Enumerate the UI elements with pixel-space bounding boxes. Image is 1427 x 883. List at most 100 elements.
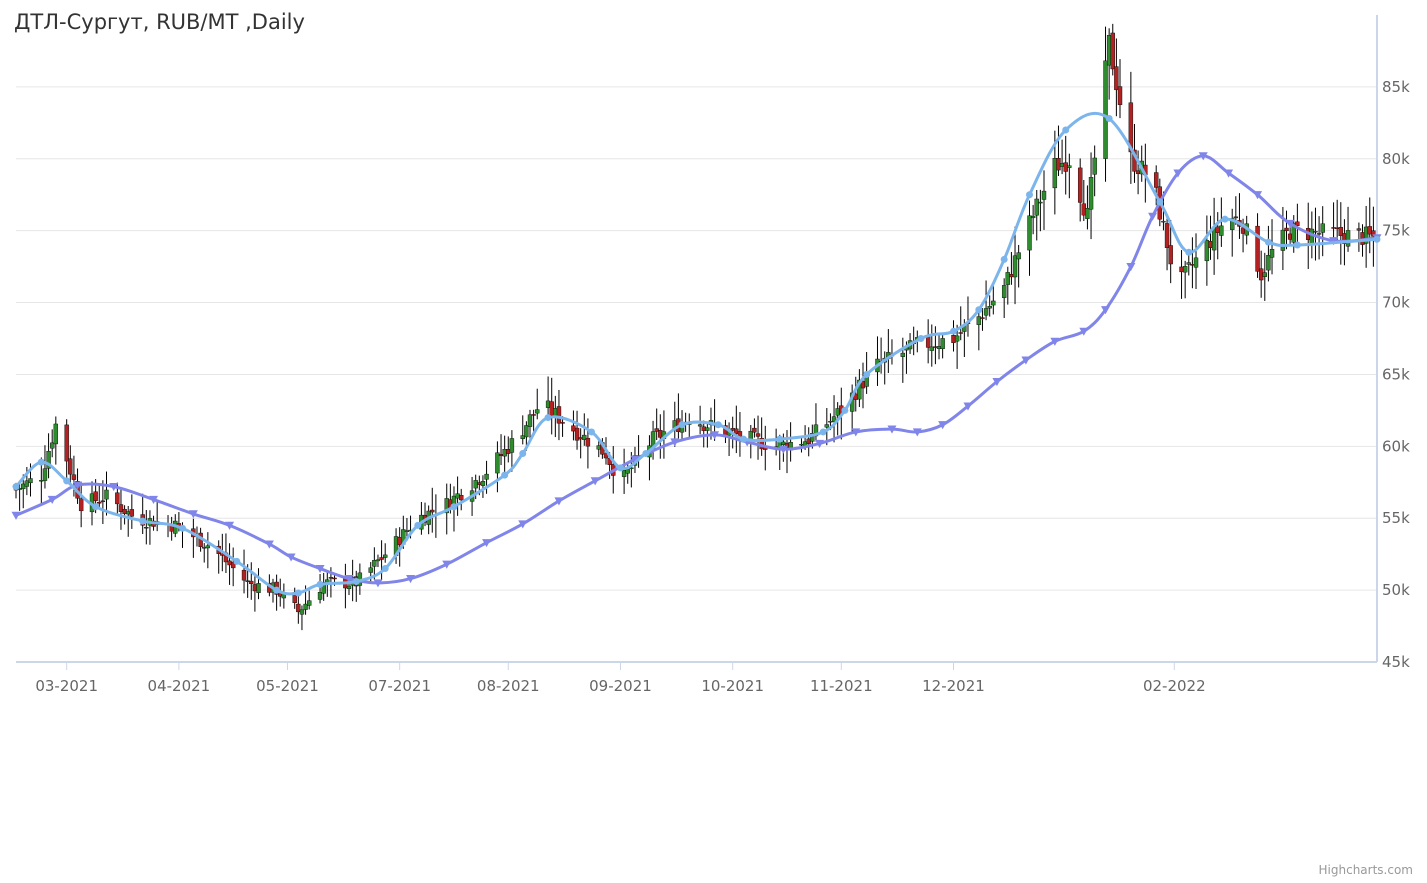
ma-point-triangle[interactable] xyxy=(188,510,198,519)
candle-body[interactable] xyxy=(1164,223,1170,248)
candle-body[interactable] xyxy=(1005,272,1010,285)
ma-point-triangle[interactable] xyxy=(518,520,528,529)
candle-body[interactable] xyxy=(372,560,377,567)
ma-point-triangle[interactable] xyxy=(1285,219,1295,228)
ma-point-circle[interactable] xyxy=(841,406,849,414)
ma-point-circle[interactable] xyxy=(316,580,324,588)
ma-point-circle[interactable] xyxy=(450,503,458,511)
ma-point-triangle[interactable] xyxy=(73,481,83,490)
candle-body[interactable] xyxy=(480,481,486,486)
candle-body[interactable] xyxy=(658,430,663,438)
candle-body[interactable] xyxy=(379,557,384,560)
candle-body[interactable] xyxy=(241,569,247,581)
candle-body[interactable] xyxy=(1204,240,1210,262)
candle-body[interactable] xyxy=(697,424,703,427)
ma-point-circle[interactable] xyxy=(1373,235,1381,243)
candle-body[interactable] xyxy=(122,508,127,514)
candle-body[interactable] xyxy=(126,511,131,515)
candle-body[interactable] xyxy=(582,434,587,440)
candle-body[interactable] xyxy=(245,580,250,582)
ma-point-triangle[interactable] xyxy=(1126,263,1136,272)
ma-point-circle[interactable] xyxy=(949,327,957,335)
candle-body[interactable] xyxy=(1103,60,1108,159)
candle-body[interactable] xyxy=(752,427,757,433)
candle-body[interactable] xyxy=(806,438,811,444)
candle-body[interactable] xyxy=(1110,32,1115,70)
candle-body[interactable] xyxy=(506,449,511,454)
candle-body[interactable] xyxy=(578,437,583,440)
candle-body[interactable] xyxy=(498,454,504,456)
candle-body[interactable] xyxy=(1338,227,1344,236)
candle-body[interactable] xyxy=(933,346,938,348)
candle-body[interactable] xyxy=(571,425,576,432)
candle-body[interactable] xyxy=(64,424,69,462)
ma-point-triangle[interactable] xyxy=(47,495,57,505)
candle-body[interactable] xyxy=(1009,274,1014,278)
ma-point-circle[interactable] xyxy=(37,458,45,466)
candle-body[interactable] xyxy=(459,495,464,501)
ma-point-triangle[interactable] xyxy=(264,540,274,549)
candle-body[interactable] xyxy=(455,493,460,499)
candle-body[interactable] xyxy=(28,478,33,484)
ma-point-circle[interactable] xyxy=(1026,191,1034,199)
ma-line-triangle-down[interactable] xyxy=(15,154,1378,585)
candle-body[interactable] xyxy=(929,346,934,351)
candle-body[interactable] xyxy=(1168,245,1173,265)
candle-body[interactable] xyxy=(520,435,525,439)
candle-body[interactable] xyxy=(954,335,960,342)
candle-body[interactable] xyxy=(987,306,992,309)
candle-body[interactable] xyxy=(1088,177,1094,210)
candle-body[interactable] xyxy=(397,537,402,546)
candle-body[interactable] xyxy=(936,346,942,349)
ma-point-circle[interactable] xyxy=(544,414,552,422)
candle-body[interactable] xyxy=(1295,221,1300,226)
candle-body[interactable] xyxy=(1219,225,1224,236)
ma-point-triangle[interactable] xyxy=(1101,306,1111,315)
ma-point-circle[interactable] xyxy=(92,503,100,511)
ma-point-triangle[interactable] xyxy=(1021,356,1031,365)
ma-point-triangle[interactable] xyxy=(963,402,973,411)
ma-line-circle[interactable] xyxy=(14,111,1378,596)
candle-body[interactable] xyxy=(1255,225,1260,272)
ma-point-triangle[interactable] xyxy=(554,497,564,506)
candle-body[interactable] xyxy=(1161,220,1166,223)
candle-body[interactable] xyxy=(484,473,489,480)
ma-point-triangle[interactable] xyxy=(992,378,1002,387)
candle-body[interactable] xyxy=(1280,229,1286,251)
candle-body[interactable] xyxy=(68,458,73,475)
candle-body[interactable] xyxy=(332,577,337,580)
candle-body[interactable] xyxy=(202,547,207,549)
candle-body[interactable] xyxy=(1063,162,1068,172)
ma-point-circle[interactable] xyxy=(352,577,360,585)
candle-body[interactable] xyxy=(502,449,507,457)
candle-body[interactable] xyxy=(1215,226,1220,233)
ma-point-circle[interactable] xyxy=(642,450,650,458)
ma-point-circle[interactable] xyxy=(63,477,71,485)
ma-point-circle[interactable] xyxy=(917,335,925,342)
candle-body[interactable] xyxy=(144,526,149,529)
candle-body[interactable] xyxy=(115,492,120,505)
candle-body[interactable] xyxy=(230,562,236,569)
candle-body[interactable] xyxy=(1027,215,1032,251)
candle-body[interactable] xyxy=(951,335,956,343)
candle-body[interactable] xyxy=(585,437,591,447)
candle-body[interactable] xyxy=(296,603,301,613)
candle-body[interactable] xyxy=(1331,227,1336,229)
ma-point-circle[interactable] xyxy=(776,435,784,443)
ma-point-triangle[interactable] xyxy=(1050,337,1060,346)
ma-point-triangle[interactable] xyxy=(442,560,452,569)
ma-point-circle[interactable] xyxy=(740,435,748,443)
candle-body[interactable] xyxy=(1266,255,1271,271)
candle-body[interactable] xyxy=(53,423,59,445)
ma-point-triangle[interactable] xyxy=(149,495,159,505)
ma-point-circle[interactable] xyxy=(678,421,686,429)
candle-body[interactable] xyxy=(1230,218,1235,230)
candle-body[interactable] xyxy=(303,603,308,610)
candle-body[interactable] xyxy=(383,554,388,558)
candle-body[interactable] xyxy=(1193,257,1199,268)
candle-body[interactable] xyxy=(306,600,312,606)
candle-body[interactable] xyxy=(976,316,982,325)
candle-body[interactable] xyxy=(1128,102,1134,153)
candle-body[interactable] xyxy=(1269,248,1275,258)
candle-body[interactable] xyxy=(430,509,435,513)
